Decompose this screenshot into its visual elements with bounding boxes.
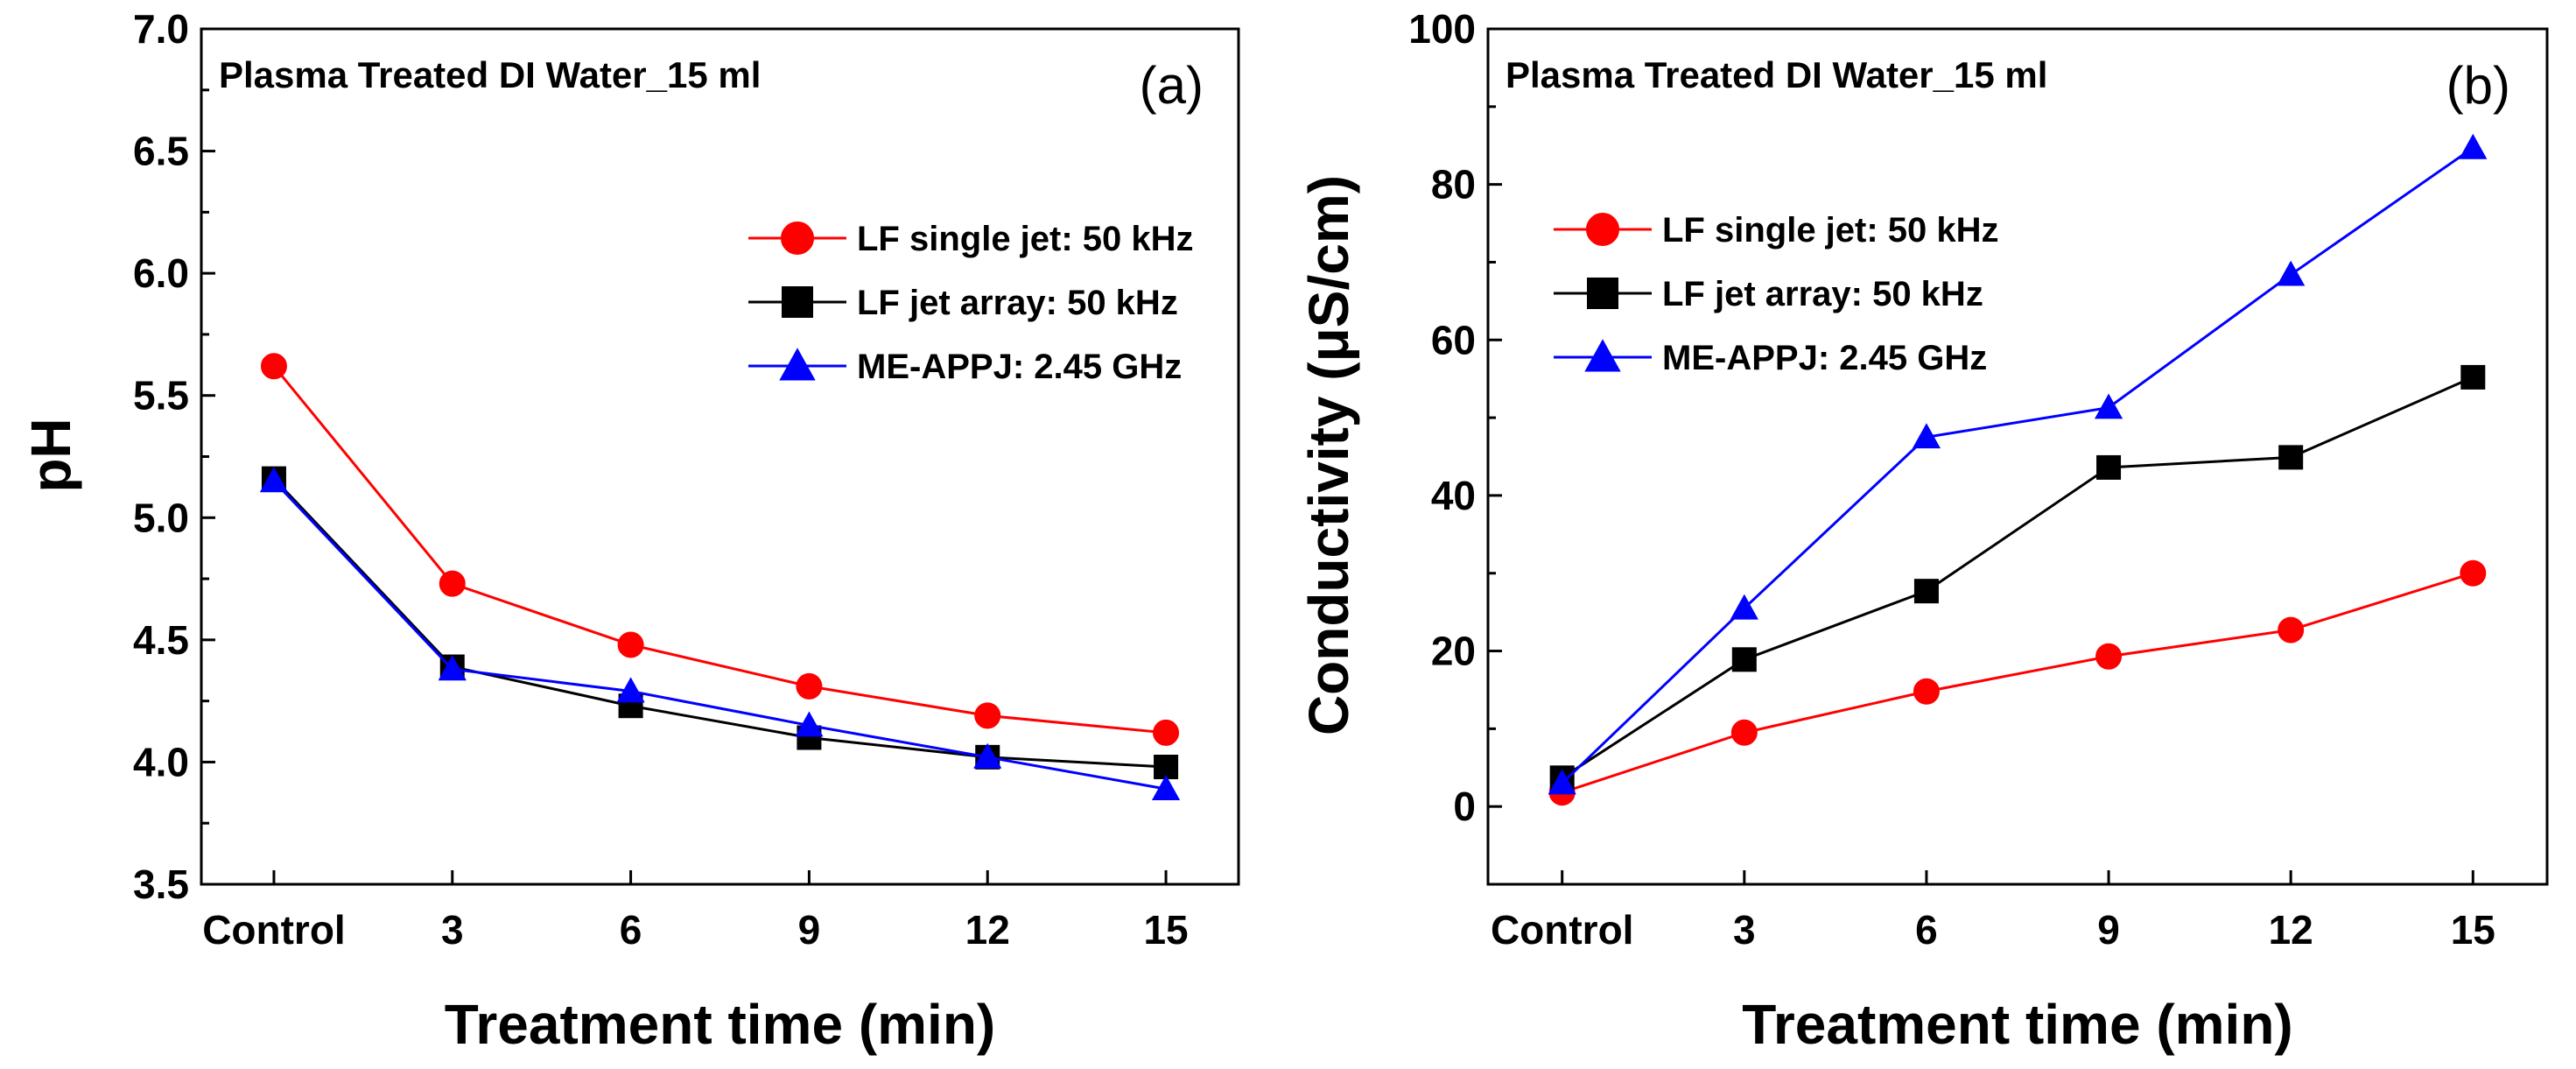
x-tick-label: 3: [441, 907, 464, 953]
y-tick-label: 4.0: [133, 739, 189, 784]
data-point: [616, 677, 645, 703]
panel-title: Plasma Treated DI Water_15 ml: [219, 54, 761, 95]
x-tick-label: 6: [620, 907, 642, 953]
data-point: [1913, 579, 1939, 604]
legend-marker: [781, 222, 814, 255]
legend: LF single jet: 50 kHz LF jet array: 50 kH…: [748, 220, 1194, 386]
data-point: [795, 711, 824, 737]
data-point: [2096, 454, 2122, 480]
y-tick-label: 6.0: [133, 250, 189, 296]
y-tick-label: 100: [1408, 6, 1476, 52]
x-axis-title: Treatment time (min): [1742, 993, 2292, 1056]
legend-label: ME-APPJ: 2.45 GHz: [857, 348, 1182, 386]
y-tick-label: 7.0: [133, 6, 189, 52]
x-tick-label: 15: [2451, 907, 2495, 953]
series-circle: [1548, 559, 2487, 806]
data-point: [2278, 445, 2304, 470]
data-point: [438, 655, 467, 681]
x-tick-label: 9: [2097, 907, 2120, 953]
data-point: [2277, 260, 2306, 286]
data-point: [1548, 769, 1576, 795]
y-tick-label: 0: [1453, 784, 1476, 829]
series-square: [261, 466, 1179, 780]
series-line: [1561, 146, 2474, 784]
series-triangle: [1548, 133, 2488, 795]
y-axis-title: pH: [19, 418, 82, 492]
y-tick-label: 20: [1431, 629, 1476, 674]
y-tick-label: 5.0: [133, 495, 189, 540]
y-tick-label: 80: [1431, 162, 1476, 207]
data-point: [974, 702, 1001, 729]
y-tick-label: 60: [1431, 317, 1476, 362]
legend-marker: [1586, 213, 1619, 246]
x-tick-label: 3: [1733, 907, 1756, 953]
x-tick-label: 9: [798, 907, 821, 953]
data-point: [2460, 559, 2487, 587]
series-triangle: [259, 467, 1181, 801]
data-point: [1730, 719, 1758, 746]
data-point: [2094, 393, 2123, 419]
series-line: [1561, 376, 2474, 779]
legend-marker: [1587, 278, 1618, 309]
legend-label: LF jet array: 50 kHz: [857, 284, 1178, 322]
x-tick-label: 12: [965, 907, 1010, 953]
data-point: [1912, 423, 1941, 449]
series-line: [1562, 572, 2474, 794]
series-line: [272, 365, 1167, 735]
plot-frame: [1486, 27, 2549, 886]
data-point: [1151, 775, 1181, 801]
panel-title: Plasma Treated DI Water_15 ml: [1506, 54, 2047, 95]
data-point: [617, 631, 644, 658]
legend-marker: [782, 286, 813, 318]
series-square: [1549, 364, 2486, 791]
data-point: [259, 467, 289, 493]
y-tick-label: 3.5: [133, 862, 189, 907]
series-circle: [260, 353, 1180, 746]
y-tick-label: 40: [1431, 473, 1476, 518]
data-point: [1913, 678, 1940, 705]
x-axis-title: Treatment time (min): [445, 993, 995, 1056]
data-point: [2095, 643, 2123, 670]
y-axis-title: Conductivity (μS/cm): [1297, 175, 1360, 735]
series-line: [272, 480, 1167, 791]
legend-label: LF single jet: 50 kHz: [857, 220, 1194, 258]
panel-b: 0 20 40 60 80 100 Control 3 6 9 12 15 Treatment time…: [1297, 6, 2549, 1056]
x-tick-label: Control: [202, 907, 346, 953]
y-tick-label: 6.5: [133, 129, 189, 174]
y-tick-label: 4.5: [133, 617, 189, 663]
data-point: [260, 353, 287, 380]
x-tick-label: Control: [1491, 907, 1634, 953]
data-point: [973, 742, 1002, 769]
data-point: [1153, 719, 1180, 746]
legend-label: ME-APPJ: 2.45 GHz: [1662, 339, 1987, 377]
data-point: [439, 570, 466, 597]
legend: LF single jet: 50 kHz LF jet array: 50 kH…: [1554, 211, 1999, 377]
legend-marker: [1584, 339, 1621, 372]
data-point: [2460, 364, 2486, 390]
series-line: [272, 477, 1167, 769]
x-tick-label: 15: [1143, 907, 1188, 953]
panel-letter: (b): [2446, 56, 2510, 115]
x-tick-label: 12: [2269, 907, 2313, 953]
plot-frame: [200, 27, 1240, 886]
data-point: [1730, 594, 1758, 620]
legend-marker: [779, 348, 816, 381]
data-point: [2459, 133, 2488, 159]
data-point: [796, 672, 823, 700]
data-point: [2278, 616, 2305, 644]
panel-letter: (a): [1140, 56, 1204, 115]
x-tick-label: 6: [1915, 907, 1938, 953]
y-tick-label: 5.5: [133, 373, 189, 418]
data-point: [1731, 647, 1757, 672]
legend-label: LF single jet: 50 kHz: [1662, 211, 1999, 250]
legend-label: LF jet array: 50 kHz: [1662, 275, 1983, 313]
panel-a: 3.5 4.0 4.5 5.0 5.5 6.0 6.5 7.0 Control 3 6 9 12 15 Tr…: [19, 6, 1240, 1056]
